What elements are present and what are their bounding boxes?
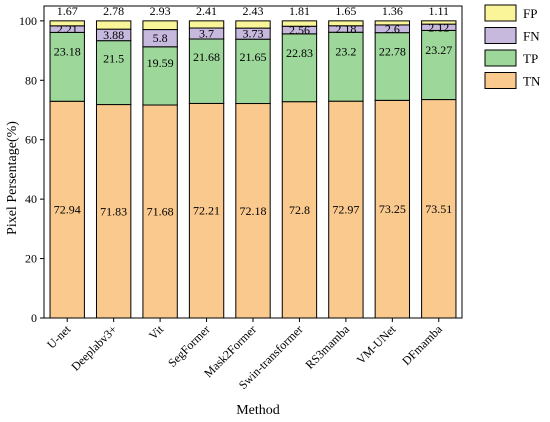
bar-segment-fp [235,20,271,29]
data-label-fn: 5.8 [153,31,168,45]
y-tick-label: 0 [31,311,37,325]
x-tick-label: DFmamba [399,322,445,368]
bar-segment-tn [281,101,318,319]
data-label-fn: 3.7 [199,27,214,41]
data-label-tn: 73.51 [425,202,452,216]
data-label-tp: 22.78 [379,45,406,59]
bar-segment-tn [188,102,225,319]
bar-segment-fp [95,20,132,30]
data-label-tn: 72.21 [193,204,220,218]
x-tick-label: Vit [146,322,167,343]
bar-segment-tp [142,46,178,106]
bar-segment-tp [235,38,271,105]
bar-segment-tp [374,32,411,101]
data-label-tn: 72.8 [289,203,310,217]
plot-area: 02040608010072.9423.182.211.67U-net71.83… [19,4,463,392]
data-label-fp: 1.81 [289,4,310,18]
x-axis-title: Method [236,403,280,418]
bar-segment-fp [281,20,318,27]
data-label-tn: 73.25 [379,202,406,216]
y-tick-label: 80 [25,73,37,87]
bar-segment-tn [142,104,178,319]
data-label-tp: 21.68 [193,50,220,64]
data-label-fp: 1.65 [335,4,356,18]
legend-label-fp: FP [523,6,537,21]
data-label-tp: 23.18 [54,45,81,59]
x-tick-label: SegFormer [165,322,213,370]
y-tick-label: 100 [19,14,37,28]
data-label-tn: 72.94 [54,203,81,217]
data-label-fp: 2.41 [196,4,217,18]
x-tick-label: U-net [44,322,74,352]
y-axis-title: Pixel Persentage(%) [5,121,20,235]
data-label-tn: 72.97 [332,203,359,217]
bar-segment-tp [188,38,225,104]
data-label-fp: 2.93 [150,4,171,18]
data-label-tn: 71.83 [100,204,127,218]
data-label-tp: 22.83 [286,46,313,60]
bar-segment-fp [49,20,85,27]
bar-segment-fp [421,20,457,25]
data-label-tp: 23.2 [335,45,356,59]
data-label-fn: 3.73 [243,27,264,41]
data-label-fp: 1.36 [382,4,403,18]
data-label-fp: 1.11 [428,4,449,18]
y-tick-label: 60 [25,133,37,147]
data-label-tn: 72.18 [240,204,267,218]
legend-swatch-tn [484,72,517,89]
y-tick-label: 40 [25,192,37,206]
bar-segment-tp [421,29,457,101]
data-label-fn: 3.88 [103,28,124,42]
legend: FP FN TP TN [481,3,549,97]
bar-segment-tp [281,33,318,103]
bar-segment-tp [95,40,132,106]
legend-label-tp: TP [523,51,538,66]
legend-label-fn: FN [523,29,540,44]
data-label-fp: 2.78 [103,4,124,18]
x-tick-label: RS3mamba [303,322,353,372]
bar-segment-tp [49,31,85,102]
x-tick-label: VM-UNet [354,322,399,367]
bar-segment-fp [142,20,178,31]
legend-swatch-fn [484,27,517,44]
legend-label-tn: TN [523,74,541,89]
data-label-tn: 71.68 [147,205,174,219]
bar-segment-tn [421,99,457,319]
y-tick-label: 20 [25,252,37,266]
data-label-fp: 1.67 [57,4,78,18]
data-label-tp: 21.5 [103,52,124,66]
data-label-tp: 19.59 [147,56,174,70]
data-label-fp: 2.43 [243,4,264,18]
x-tick-label: Deeplabv3+ [68,322,120,374]
legend-swatch-tp [484,49,517,67]
bar-segment-tp [328,31,364,102]
bar-segment-fp [374,20,411,26]
data-label-tp: 23.27 [425,43,452,57]
bar-segment-fp [328,20,364,27]
bar-segment-fp [188,20,225,29]
legend-swatch-fp [484,4,517,22]
data-label-tp: 21.65 [240,50,267,64]
